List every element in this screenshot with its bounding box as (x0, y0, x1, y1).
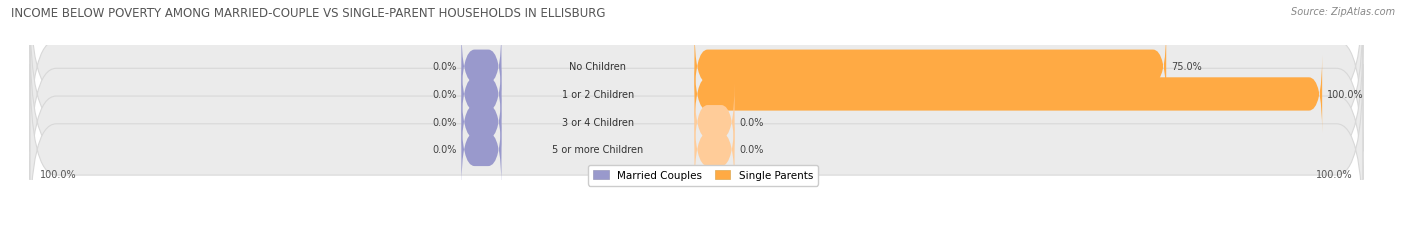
Legend: Married Couples, Single Parents: Married Couples, Single Parents (588, 165, 818, 186)
FancyBboxPatch shape (461, 83, 502, 161)
FancyBboxPatch shape (30, 0, 1362, 152)
FancyBboxPatch shape (30, 10, 1362, 179)
Text: 0.0%: 0.0% (740, 145, 763, 155)
Text: 1 or 2 Children: 1 or 2 Children (562, 90, 634, 100)
Text: 0.0%: 0.0% (433, 62, 457, 72)
FancyBboxPatch shape (461, 28, 502, 106)
Text: 0.0%: 0.0% (433, 117, 457, 127)
FancyBboxPatch shape (695, 28, 1166, 106)
Text: No Children: No Children (569, 62, 627, 72)
Text: 0.0%: 0.0% (433, 145, 457, 155)
Text: 100.0%: 100.0% (1316, 169, 1353, 179)
Text: 100.0%: 100.0% (39, 169, 76, 179)
Text: 75.0%: 75.0% (1171, 62, 1202, 72)
Text: 3 or 4 Children: 3 or 4 Children (562, 117, 634, 127)
Text: 100.0%: 100.0% (1327, 90, 1364, 100)
Text: INCOME BELOW POVERTY AMONG MARRIED-COUPLE VS SINGLE-PARENT HOUSEHOLDS IN ELLISBU: INCOME BELOW POVERTY AMONG MARRIED-COUPL… (11, 7, 606, 20)
FancyBboxPatch shape (461, 111, 502, 188)
FancyBboxPatch shape (30, 37, 1362, 207)
Text: 0.0%: 0.0% (740, 117, 763, 127)
Text: Source: ZipAtlas.com: Source: ZipAtlas.com (1291, 7, 1395, 17)
FancyBboxPatch shape (695, 83, 734, 161)
Text: 5 or more Children: 5 or more Children (553, 145, 644, 155)
Text: 0.0%: 0.0% (433, 90, 457, 100)
FancyBboxPatch shape (695, 111, 734, 188)
FancyBboxPatch shape (695, 56, 1322, 133)
FancyBboxPatch shape (30, 65, 1362, 231)
FancyBboxPatch shape (461, 56, 502, 133)
